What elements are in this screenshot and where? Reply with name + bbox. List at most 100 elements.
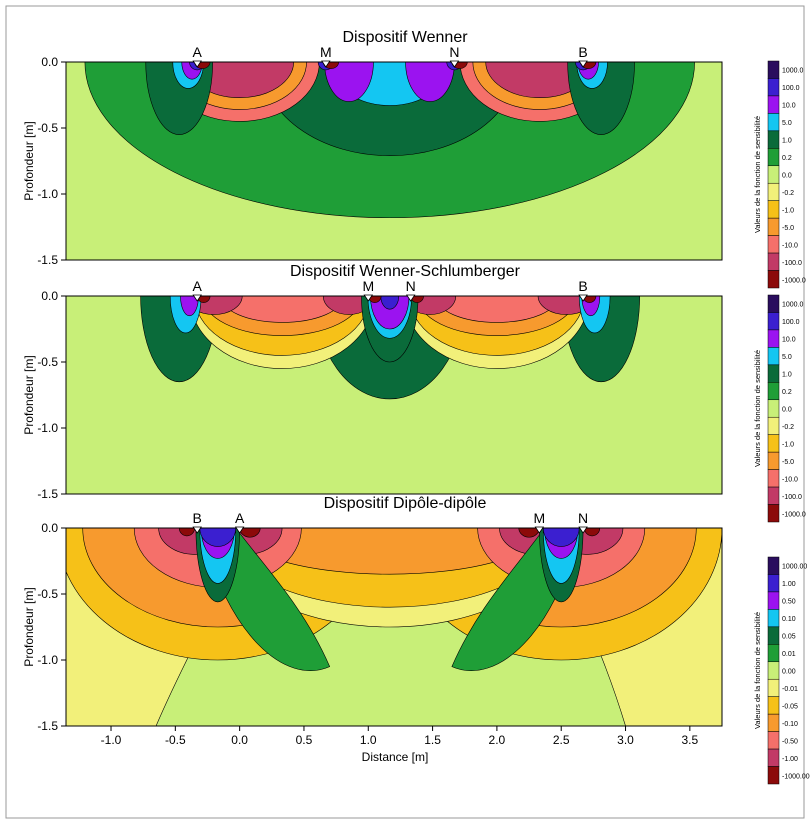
electrode-label: B bbox=[578, 278, 587, 294]
colorbar-swatch bbox=[767, 713, 780, 732]
colorbar-level-label: 1000.0 bbox=[782, 302, 804, 309]
colorbar-level-label: -1000.0 bbox=[782, 511, 806, 518]
band-positive-100 bbox=[199, 528, 237, 547]
electrode-label: N bbox=[578, 510, 588, 526]
colorbar-swatch bbox=[767, 416, 780, 435]
band-positive-10 bbox=[370, 296, 410, 330]
colorbar-swatch bbox=[767, 766, 780, 785]
colorbar-title: Valeurs de la fonction de sensibilité bbox=[753, 116, 762, 233]
colorbar-swatch bbox=[767, 644, 780, 663]
panel-title: Dispositif Wenner bbox=[342, 29, 468, 46]
sensitivity-panel-2: Dispositif Wenner-Schlumberger A M N B 0.0 -0.… bbox=[22, 263, 806, 523]
electrode-marker bbox=[405, 294, 416, 302]
colorbar-level-label: 0.01 bbox=[782, 651, 796, 658]
colorbar-level-label: 0.2 bbox=[782, 389, 792, 396]
y-tick-label: -0.5 bbox=[37, 355, 58, 369]
electrode-marker bbox=[449, 60, 460, 68]
colorbar-level-label: 100.0 bbox=[782, 319, 800, 326]
band-positive-10 bbox=[405, 62, 455, 102]
y-tick-label: -1.0 bbox=[37, 187, 58, 201]
x-tick-label: 3.0 bbox=[617, 733, 634, 747]
band-negative-10 bbox=[485, 62, 595, 98]
colorbar-swatch bbox=[767, 165, 780, 184]
x-tick-label: 2.5 bbox=[553, 733, 570, 747]
y-tick-label: -0.5 bbox=[37, 587, 58, 601]
colorbar-swatch bbox=[767, 312, 780, 331]
electrode-label: M bbox=[320, 44, 332, 60]
panel-title: Dispositif Dipôle-dipôle bbox=[324, 495, 487, 512]
colorbar-swatch bbox=[767, 696, 780, 715]
colorbar: 1000.00 1.00 0.50 0.10 0.05 0.01 0.00 -0.01 -0.0… bbox=[753, 556, 810, 785]
electrode-marker bbox=[234, 526, 245, 534]
colorbar-level-label: -100.0 bbox=[782, 260, 802, 267]
electrode-marker bbox=[192, 294, 202, 302]
band-negative-1000 bbox=[196, 296, 211, 303]
colorbar-level-label: 5.0 bbox=[782, 120, 792, 127]
colorbar: 1000.0 100.0 10.0 5.0 1.0 0.2 0.0 -0.2 -1.0 -5.0 -… bbox=[753, 60, 806, 289]
electrode-marker bbox=[578, 294, 588, 302]
electrode-marker bbox=[534, 526, 545, 534]
electrode-marker bbox=[192, 526, 202, 534]
y-tick-label: -0.5 bbox=[37, 121, 58, 135]
x-tick-label: 1.0 bbox=[360, 733, 377, 747]
x-axis-label: Distance [m] bbox=[362, 750, 429, 764]
colorbar-level-label: 0.00 bbox=[782, 669, 796, 676]
colorbar-swatch bbox=[767, 270, 780, 289]
colorbar-swatch bbox=[767, 626, 780, 645]
contour-bands bbox=[84, 62, 695, 219]
colorbar-swatch bbox=[767, 200, 780, 219]
electrode-marker bbox=[192, 60, 202, 68]
contour-bands bbox=[66, 528, 722, 726]
plot-frame bbox=[65, 527, 723, 727]
x-tick-label: 0.0 bbox=[231, 733, 248, 747]
colorbar-swatch bbox=[767, 661, 780, 680]
colorbar-title: Valeurs de la fonction de sensibilité bbox=[753, 612, 762, 729]
x-tick-label: 0.5 bbox=[296, 733, 313, 747]
electrode-label: A bbox=[193, 44, 203, 60]
band-negative-1000 bbox=[410, 296, 424, 303]
colorbar-swatch bbox=[767, 95, 780, 114]
colorbar-level-label: 0.2 bbox=[782, 155, 792, 162]
contour-bands bbox=[140, 296, 640, 400]
colorbar-swatch bbox=[767, 486, 780, 505]
electrode-marker bbox=[578, 526, 588, 534]
colorbar-level-label: 1.0 bbox=[782, 372, 792, 379]
electrode-marker bbox=[321, 60, 331, 68]
x-tick-label: -1.0 bbox=[101, 733, 122, 747]
colorbar-level-label: 0.0 bbox=[782, 407, 792, 414]
colorbar-swatch bbox=[767, 731, 780, 750]
band-positive-1 bbox=[260, 62, 519, 156]
sensitivity-panel-1: Dispositif Wenner A M N B 0.0 -0.5 -1.0 -1.5 Prof… bbox=[22, 29, 806, 289]
colorbar-swatch bbox=[767, 217, 780, 236]
y-tick-label: -1.0 bbox=[37, 653, 58, 667]
colorbar-level-label: -0.50 bbox=[782, 738, 798, 745]
colorbar-swatch bbox=[767, 182, 780, 201]
colorbar-swatch bbox=[767, 556, 780, 575]
colorbar-level-label: -5.0 bbox=[782, 225, 794, 232]
colorbar-level-label: -1.0 bbox=[782, 207, 794, 214]
colorbar-level-label: 0.10 bbox=[782, 616, 796, 623]
plot-frame bbox=[65, 295, 723, 495]
electrode-marker bbox=[578, 60, 588, 68]
electrode-marker bbox=[363, 294, 374, 302]
colorbar-swatch bbox=[767, 609, 780, 628]
band-negative-1000 bbox=[367, 296, 382, 303]
colorbar-swatch bbox=[767, 60, 780, 79]
colorbar-level-label: -0.2 bbox=[782, 424, 794, 431]
colorbar-swatch bbox=[767, 78, 780, 97]
colorbar-swatch bbox=[767, 434, 780, 453]
band-negative-010 bbox=[235, 528, 545, 575]
electrode-label: M bbox=[362, 278, 374, 294]
colorbar-level-label: -5.0 bbox=[782, 459, 794, 466]
band-positive-10 bbox=[324, 62, 374, 102]
y-tick-label: 0.0 bbox=[41, 289, 58, 303]
electrode-label: M bbox=[534, 510, 546, 526]
y-tick-label: -1.5 bbox=[37, 253, 58, 267]
colorbar-swatch bbox=[767, 451, 780, 470]
y-tick-label: 0.0 bbox=[41, 55, 58, 69]
colorbar-swatch bbox=[767, 347, 780, 366]
colorbar-swatch bbox=[767, 252, 780, 271]
colorbar-swatch bbox=[767, 364, 780, 383]
y-axis-label: Profondeur [m] bbox=[22, 587, 36, 666]
